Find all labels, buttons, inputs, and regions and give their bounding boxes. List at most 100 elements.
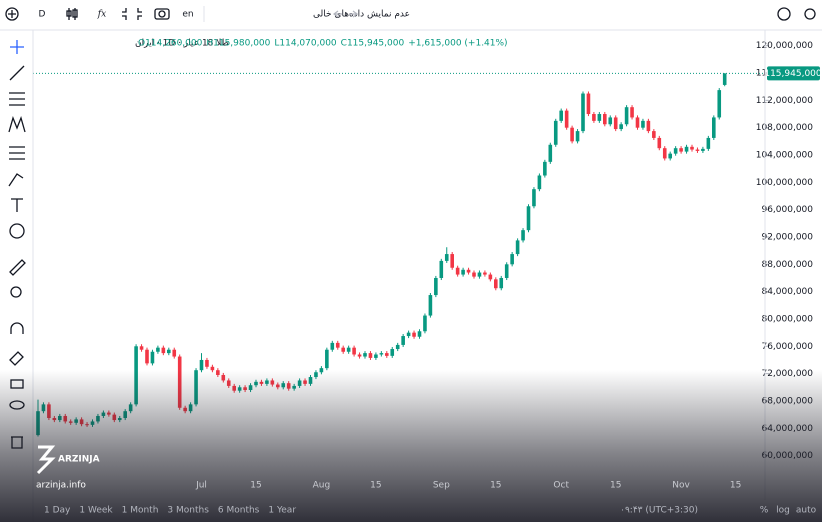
candle-body (641, 120, 645, 128)
search-button[interactable] (777, 7, 791, 21)
candle-body (684, 146, 689, 152)
candle-body (679, 148, 683, 152)
text-tool[interactable] (11, 198, 23, 212)
zoom-tool[interactable] (10, 286, 22, 298)
candle-icon (66, 10, 72, 17)
candle-body (652, 131, 656, 138)
range-button[interactable]: 1 Day (44, 506, 71, 516)
candle-body (325, 349, 329, 369)
candle-icon (72, 9, 78, 18)
bottom-fade (0, 370, 822, 522)
candle-body (488, 274, 493, 280)
add-symbol-button[interactable] (5, 7, 19, 21)
logo-mark (36, 445, 56, 475)
candle-body (199, 359, 204, 371)
emoji-tool[interactable] (9, 223, 25, 239)
pattern-tool[interactable] (8, 115, 26, 133)
x-tick-label: 15 (370, 481, 381, 491)
candle-body (510, 254, 514, 265)
trend-line-tool[interactable] (9, 65, 25, 81)
y-tick-label: 84,000,000 (761, 287, 813, 297)
candle-body (646, 120, 651, 132)
candle-body (499, 277, 504, 289)
candle-body (483, 272, 487, 275)
x-tick-label: Jul (195, 481, 207, 491)
candle-body (592, 114, 596, 121)
candle-body (722, 73, 727, 85)
candle-body (461, 269, 465, 275)
candle-body (701, 148, 705, 151)
y-tick-label: 88,000,000 (761, 260, 813, 270)
fib-tool[interactable] (9, 92, 25, 106)
last-price-label: 115,945,000 (764, 69, 822, 79)
candle-body (161, 347, 166, 354)
candle-body (210, 366, 215, 371)
hide-empty-toggle[interactable]: عدم نمایش داده‌های خالی (313, 10, 410, 20)
interval-button[interactable]: D (39, 10, 46, 20)
camera-lens (158, 10, 166, 18)
top-toolbar: D fx en عدم نمایش داده‌های خالی (0, 6, 822, 31)
projection-tool[interactable] (9, 146, 25, 160)
candle-body (717, 90, 722, 118)
candle-body (662, 148, 667, 159)
auto-toggle[interactable]: auto (796, 506, 817, 516)
y-tick-label: 120,000,000 (756, 41, 814, 51)
range-button[interactable]: 1 Month (122, 506, 159, 516)
draw-mode-tool[interactable] (9, 351, 24, 366)
candle-body (690, 146, 694, 150)
log-toggle[interactable]: log (776, 506, 790, 516)
candle-body (172, 349, 177, 357)
candle-body (608, 117, 613, 125)
percent-toggle[interactable]: % (760, 506, 769, 516)
indicators-button[interactable]: fx (97, 10, 106, 20)
candle-body (537, 175, 542, 190)
language-button[interactable]: en (182, 10, 193, 20)
candle-body (167, 349, 171, 354)
watermark-brand: ARZINJA (58, 455, 100, 465)
candle-body (581, 93, 585, 132)
brush-tool[interactable] (8, 173, 24, 187)
candle-body (390, 349, 395, 356)
candle-body (635, 117, 640, 128)
x-tick-label: Oct (553, 481, 569, 491)
candle-body (406, 332, 411, 337)
magnet-tool[interactable] (10, 322, 24, 334)
candle-body (352, 347, 356, 355)
candle-body (145, 349, 149, 364)
x-tick-label: 15 (250, 481, 261, 491)
candle-body (630, 107, 634, 118)
candle-body (330, 342, 335, 350)
candle-body (395, 344, 400, 350)
settings-button[interactable] (804, 8, 816, 20)
candle-body (553, 120, 558, 145)
crosshair-tool[interactable] (10, 40, 24, 54)
measure-tool[interactable] (9, 259, 26, 276)
range-button[interactable]: 3 Months (167, 506, 209, 516)
candle-body (613, 117, 618, 130)
price-change: +1,615,000 (+1.41%) (408, 39, 507, 49)
y-tick-label: 80,000,000 (761, 314, 813, 324)
redo-button[interactable] (349, 10, 358, 18)
clock: ۰۹:۴۳ (UTC+3:30) (620, 506, 698, 516)
x-tick-label: Nov (672, 481, 690, 491)
candle-body (156, 347, 160, 352)
range-button[interactable]: 1 Week (79, 506, 113, 516)
candle-body (673, 148, 678, 154)
candle-body (504, 264, 509, 278)
undo-button[interactable] (333, 10, 342, 18)
snapshot-button[interactable] (154, 8, 170, 20)
candle-body (597, 114, 602, 121)
ohlc-value: C115,945,000 (341, 39, 405, 49)
x-tick-label: Aug (313, 481, 331, 491)
candle-body (401, 336, 405, 345)
fullscreen-button[interactable] (122, 8, 142, 20)
ohlc-value: L114,070,000 (274, 39, 337, 49)
time-axis: Jul 15 Aug 15 Sep 15 Oct 15 Nov 15 (195, 481, 741, 491)
x-tick-label: 15 (490, 481, 501, 491)
candle-body (450, 254, 454, 268)
candle-body (548, 144, 553, 162)
range-button[interactable]: 1 Year (268, 506, 296, 516)
candle-body (335, 342, 340, 348)
range-button[interactable]: 6 Months (218, 506, 260, 516)
